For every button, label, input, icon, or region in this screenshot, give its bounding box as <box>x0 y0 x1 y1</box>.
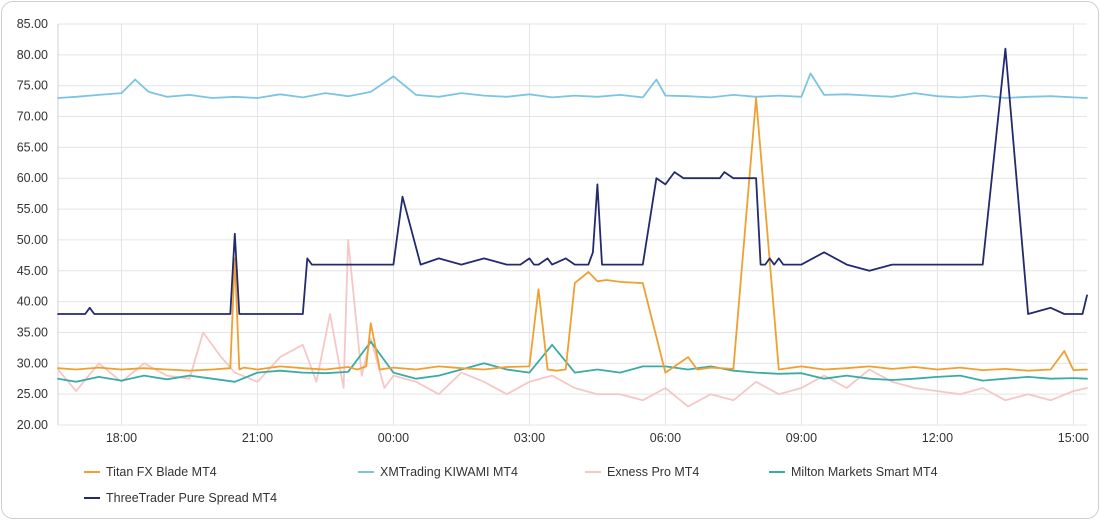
x-tick-label: 09:00 <box>786 431 817 445</box>
series-line-3 <box>57 340 1088 383</box>
grid <box>57 23 1087 426</box>
legend-item[interactable]: ThreeTrader Pure Spread MT4 <box>84 491 277 505</box>
legend-item[interactable]: Milton Markets Smart MT4 <box>769 465 938 479</box>
x-tick-label: 12:00 <box>922 431 953 445</box>
series-line-0 <box>57 97 1088 374</box>
x-tick-label: 18:00 <box>106 431 137 445</box>
legend-item[interactable]: Titan FX Blade MT4 <box>84 465 217 479</box>
y-tick-label: 25.00 <box>17 387 48 401</box>
y-tick-label: 35.00 <box>17 325 48 339</box>
legend-label: Titan FX Blade MT4 <box>106 465 217 479</box>
y-axis-labels: 85.00 80.00 75.00 70.00 65.00 60.00 55.00 50.00… <box>17 17 48 432</box>
y-tick-label: 85.00 <box>17 17 48 31</box>
y-tick-label: 60.00 <box>17 171 48 185</box>
x-tick-label: 06:00 <box>650 431 681 445</box>
x-tick-label: 21:00 <box>242 431 273 445</box>
series-lines <box>57 47 1088 408</box>
y-tick-label: 20.00 <box>17 418 48 432</box>
y-tick-label: 70.00 <box>17 110 48 124</box>
x-axis-labels: 18:00 21:00 00:00 03:00 06:00 09:00 12:00 15:00 <box>106 431 1089 445</box>
y-tick-label: 50.00 <box>17 233 48 247</box>
legend-item[interactable]: XMTrading KIWAMI MT4 <box>358 465 518 479</box>
legend-item[interactable]: Exness Pro MT4 <box>585 465 699 479</box>
y-tick-label: 80.00 <box>17 48 48 62</box>
legend-label: ThreeTrader Pure Spread MT4 <box>106 491 277 505</box>
y-tick-label: 75.00 <box>17 79 48 93</box>
series-line-2 <box>57 238 1088 408</box>
x-tick-label: 15:00 <box>1058 431 1089 445</box>
legend: Titan FX Blade MT4 XMTrading KIWAMI MT4 Ex… <box>84 465 938 505</box>
legend-label: XMTrading KIWAMI MT4 <box>380 465 518 479</box>
series-line-1 <box>57 72 1088 99</box>
x-tick-label: 03:00 <box>514 431 545 445</box>
y-tick-label: 65.00 <box>17 140 48 154</box>
legend-label: Exness Pro MT4 <box>607 465 699 479</box>
x-tick-label: 00:00 <box>378 431 409 445</box>
legend-label: Milton Markets Smart MT4 <box>791 465 938 479</box>
y-tick-label: 30.00 <box>17 356 48 370</box>
y-tick-label: 45.00 <box>17 264 48 278</box>
y-tick-label: 55.00 <box>17 202 48 216</box>
series-line-4 <box>57 47 1088 315</box>
y-tick-label: 40.00 <box>17 295 48 309</box>
